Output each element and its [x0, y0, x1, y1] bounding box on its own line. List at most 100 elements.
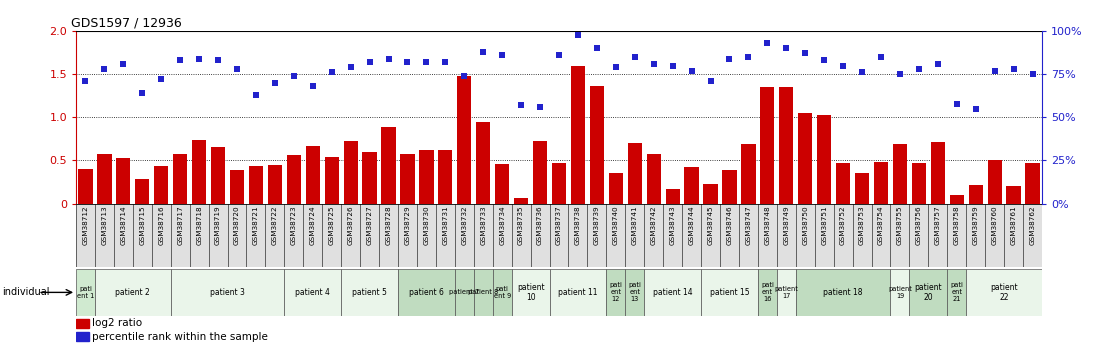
- Bar: [76, 269, 95, 316]
- Bar: [533, 141, 547, 204]
- Bar: [211, 147, 225, 204]
- Bar: [912, 163, 926, 204]
- Point: [436, 59, 454, 65]
- Text: patient 15: patient 15: [710, 288, 749, 297]
- Bar: [173, 155, 188, 204]
- Text: percentile rank within the sample: percentile rank within the sample: [93, 332, 268, 342]
- Text: patient 2: patient 2: [115, 288, 150, 297]
- Text: GSM38759: GSM38759: [973, 206, 978, 245]
- Bar: [968, 185, 983, 204]
- Text: patient 6: patient 6: [409, 288, 444, 297]
- Bar: [947, 269, 966, 316]
- Bar: [135, 179, 150, 204]
- Text: GSM38713: GSM38713: [102, 206, 107, 245]
- Bar: [966, 269, 1042, 316]
- Point: [531, 104, 549, 110]
- Text: GSM38749: GSM38749: [784, 206, 789, 245]
- Text: GSM38716: GSM38716: [159, 206, 164, 245]
- Bar: [625, 269, 644, 316]
- Text: GSM38719: GSM38719: [215, 206, 221, 245]
- Point: [95, 66, 113, 72]
- Bar: [400, 154, 415, 204]
- Bar: [284, 269, 341, 316]
- Bar: [930, 142, 945, 204]
- Text: GSM38746: GSM38746: [727, 206, 732, 245]
- Bar: [1006, 186, 1021, 204]
- Point: [739, 54, 757, 60]
- Text: GSM38725: GSM38725: [329, 206, 334, 245]
- Bar: [987, 160, 1002, 204]
- Bar: [362, 152, 377, 204]
- Point: [285, 73, 303, 79]
- Bar: [305, 146, 320, 204]
- Text: patient 3: patient 3: [210, 288, 245, 297]
- Bar: [419, 150, 434, 204]
- Point: [493, 52, 511, 58]
- Bar: [249, 166, 263, 204]
- Bar: [606, 269, 625, 316]
- Point: [910, 66, 928, 72]
- Text: patient
10: patient 10: [517, 283, 544, 302]
- Point: [626, 54, 644, 60]
- Point: [152, 77, 170, 82]
- Text: patient
17: patient 17: [775, 286, 798, 299]
- Point: [967, 106, 985, 111]
- Text: GSM38715: GSM38715: [140, 206, 145, 245]
- Text: patient
20: patient 20: [915, 283, 942, 302]
- Text: GSM38724: GSM38724: [310, 206, 315, 245]
- Point: [209, 58, 227, 63]
- Text: log2 ratio: log2 ratio: [93, 318, 143, 328]
- Bar: [836, 163, 850, 204]
- Text: GSM38744: GSM38744: [689, 206, 694, 245]
- Point: [588, 46, 606, 51]
- Point: [114, 61, 132, 67]
- Bar: [590, 86, 604, 204]
- Text: GSM38735: GSM38735: [518, 206, 524, 245]
- Bar: [646, 155, 661, 204]
- Point: [758, 40, 776, 46]
- Text: patient 14: patient 14: [653, 288, 692, 297]
- Point: [891, 71, 909, 77]
- Text: GSM38722: GSM38722: [272, 206, 278, 245]
- Point: [777, 46, 795, 51]
- Bar: [268, 165, 282, 204]
- Point: [796, 51, 814, 56]
- Text: GSM38728: GSM38728: [386, 206, 391, 245]
- Text: GSM38726: GSM38726: [348, 206, 353, 245]
- Point: [380, 56, 398, 61]
- Text: GSM38756: GSM38756: [916, 206, 922, 245]
- Text: GSM38742: GSM38742: [651, 206, 656, 245]
- Point: [228, 66, 246, 72]
- Point: [133, 90, 151, 96]
- Text: GSM38731: GSM38731: [443, 206, 448, 245]
- Bar: [381, 127, 396, 204]
- Bar: [949, 195, 964, 204]
- Text: GSM38739: GSM38739: [594, 206, 600, 245]
- Text: pati
ent 1: pati ent 1: [77, 286, 94, 299]
- Bar: [779, 87, 794, 204]
- Bar: [76, 332, 88, 342]
- Bar: [703, 184, 718, 204]
- Point: [853, 70, 871, 75]
- Point: [474, 49, 492, 55]
- Point: [247, 92, 265, 98]
- Point: [948, 101, 966, 106]
- Text: GSM38718: GSM38718: [196, 206, 202, 245]
- Point: [361, 59, 379, 65]
- Bar: [722, 170, 737, 204]
- Text: GSM38747: GSM38747: [746, 206, 751, 245]
- Point: [323, 70, 341, 75]
- Bar: [95, 269, 171, 316]
- Text: GSM38755: GSM38755: [897, 206, 903, 245]
- Text: GSM38723: GSM38723: [291, 206, 297, 245]
- Text: GSM38727: GSM38727: [367, 206, 372, 245]
- Bar: [817, 115, 832, 204]
- Text: individual: individual: [2, 287, 49, 297]
- Text: GSM38751: GSM38751: [821, 206, 827, 245]
- Text: pati
ent
21: pati ent 21: [950, 283, 964, 302]
- Bar: [701, 269, 758, 316]
- Point: [266, 80, 284, 86]
- Text: GSM38758: GSM38758: [954, 206, 959, 245]
- Text: GSM38717: GSM38717: [177, 206, 183, 245]
- Bar: [171, 269, 284, 316]
